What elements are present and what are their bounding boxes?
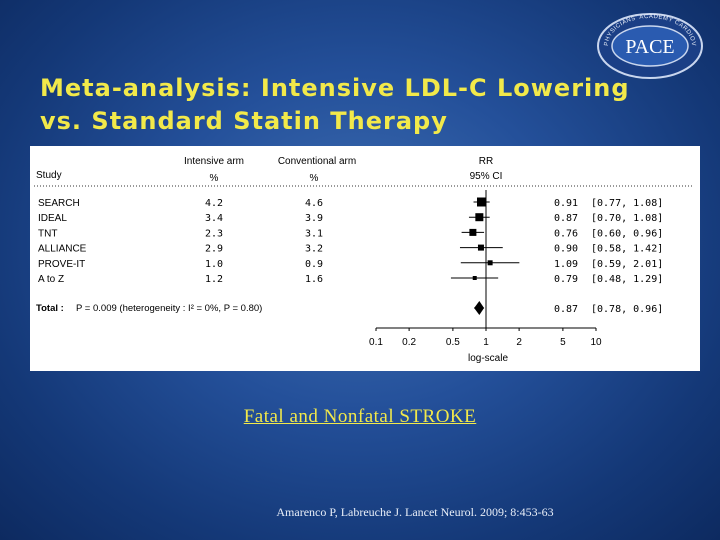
study-name: ALLIANCE <box>38 244 87 255</box>
conventional-value: 0.9 <box>305 259 323 270</box>
study-name: TNT <box>38 228 57 239</box>
pace-logo: PHYSICIANS' ACADEMY CARDIOVASCULAR EDUCA… <box>594 8 703 79</box>
ci-value: [0.70, 1.08] <box>591 213 663 224</box>
slide-title: Meta-analysis: Intensive LDL-C Lowering … <box>40 72 630 138</box>
x-tick-label: 2 <box>516 337 522 348</box>
rr-value: 0.76 <box>554 228 578 239</box>
header-rr: RR <box>479 156 493 167</box>
rr-marker <box>487 260 493 266</box>
forest-plot-panel: Study Intensive arm% Conventional arm% RR 95… <box>30 146 700 371</box>
forest-plot: Study Intensive arm% Conventional arm% RR 95… <box>34 156 694 364</box>
title-line-2: vs. Standard Statin Therapy <box>40 107 448 135</box>
header-intensive-unit: % <box>210 173 219 184</box>
rr-marker <box>477 244 484 251</box>
title-line-1: Meta-analysis: Intensive LDL-C Lowering <box>40 74 630 102</box>
header-intensive: Intensive arm <box>184 156 244 167</box>
conventional-value: 4.6 <box>305 198 323 209</box>
rr-marker <box>476 197 486 207</box>
ci-value: [0.77, 1.08] <box>591 198 663 209</box>
ci-value: [0.59, 2.01] <box>591 259 663 270</box>
x-tick-label: 10 <box>590 337 602 348</box>
ci-value: [0.48, 1.29] <box>591 274 663 285</box>
conventional-value: 3.1 <box>305 228 323 239</box>
rr-value: 0.87 <box>554 213 578 224</box>
x-axis-label: log-scale <box>468 353 508 364</box>
x-tick-label: 5 <box>560 337 566 348</box>
intensive-value: 1.0 <box>205 259 223 270</box>
conventional-value: 1.6 <box>305 274 323 285</box>
total-ci-value: [0.78, 0.96] <box>591 304 663 315</box>
study-name: A to Z <box>38 274 64 285</box>
x-tick-label: 0.5 <box>446 337 460 348</box>
intensive-value: 2.3 <box>205 228 223 239</box>
ci-value: [0.58, 1.42] <box>591 244 663 255</box>
study-name: SEARCH <box>38 198 80 209</box>
rr-value: 1.09 <box>554 259 578 270</box>
citation: Amarenco P, Labreuche J. Lancet Neurol. … <box>276 505 554 519</box>
x-tick-label: 0.1 <box>369 337 383 348</box>
intensive-value: 3.4 <box>205 213 223 224</box>
header-study: Study <box>36 170 62 181</box>
header-ci: 95% CI <box>470 171 503 182</box>
header-conventional-unit: % <box>310 173 319 184</box>
study-name: PROVE-IT <box>38 259 85 270</box>
intensive-value: 4.2 <box>205 198 223 209</box>
intensive-value: 2.9 <box>205 244 223 255</box>
x-tick-label: 1 <box>483 337 489 348</box>
ci-value: [0.60, 0.96] <box>591 228 663 239</box>
study-name: IDEAL <box>38 213 67 224</box>
rr-value: 0.90 <box>554 244 578 255</box>
logo-text: PACE <box>625 36 674 58</box>
total-rr-value: 0.87 <box>554 304 578 315</box>
total-stats: P = 0.009 (heterogeneity : I² = 0%, P = … <box>76 303 262 314</box>
slide-caption: Fatal and Nonfatal STROKE <box>0 406 720 428</box>
rr-value: 0.79 <box>554 274 578 285</box>
x-tick-label: 0.2 <box>402 337 416 348</box>
conventional-value: 3.9 <box>305 213 323 224</box>
intensive-value: 1.2 <box>205 274 223 285</box>
rr-marker <box>475 213 484 222</box>
conventional-value: 3.2 <box>305 244 323 255</box>
rr-value: 0.91 <box>554 198 578 209</box>
rr-marker <box>472 276 477 280</box>
total-diamond <box>474 301 485 315</box>
total-label: Total : <box>36 303 64 314</box>
caption-text: Fatal and Nonfatal STROKE <box>243 406 477 427</box>
rr-marker <box>469 228 477 236</box>
header-conventional: Conventional arm <box>278 156 356 167</box>
